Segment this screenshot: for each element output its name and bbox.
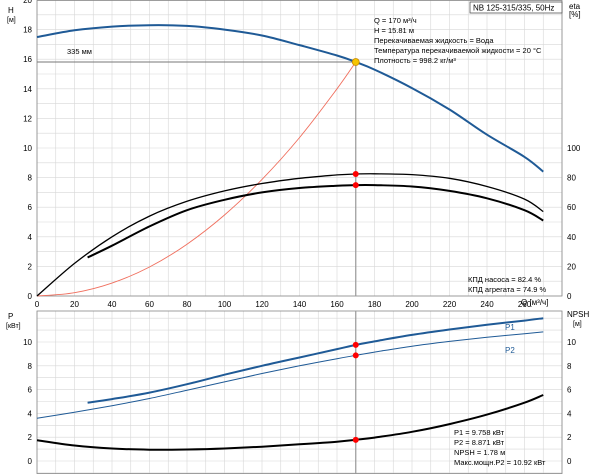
chart-title-box	[469, 1, 563, 14]
pump-efficiency-text: КПД насоса = 82.4 %	[468, 275, 541, 284]
bottom-right-axis-name: NPSH	[567, 310, 589, 319]
p2-label: P2	[505, 346, 515, 355]
x-tick-label: 200	[405, 300, 419, 309]
bottom-left-tick-label: 8	[28, 362, 33, 371]
top-left-tick-label: 10	[23, 144, 32, 153]
top-right-tick-label: 40	[567, 233, 576, 242]
top-right-axis-unit: [%]	[569, 10, 581, 19]
top-right-tick-label: 100	[567, 144, 581, 153]
top-left-tick-label: 12	[23, 114, 32, 123]
x-tick-label: 40	[108, 300, 117, 309]
p1-value-text: P1 = 9.758 кВт	[454, 428, 505, 437]
power-info: P1 = 9.758 кВт P2 = 8.871 кВт NPSH = 1.7…	[454, 428, 546, 467]
x-tick-label: 120	[255, 300, 269, 309]
top-left-tick-label: 0	[28, 292, 33, 301]
pump-efficiency-curve	[36, 173, 544, 297]
top-left-tick-label: 14	[23, 85, 32, 94]
x-tick-label: 60	[145, 300, 154, 309]
curves	[36, 24, 544, 474]
x-tick-label: 180	[368, 300, 382, 309]
x-tick-label: 260	[518, 300, 532, 309]
top-left-tick-label: 2	[28, 262, 33, 271]
chart-title: NB 125-315/335, 50Hz	[473, 4, 554, 13]
bottom-right-tick-label: 4	[567, 409, 572, 418]
x-tick-label: 160	[330, 300, 344, 309]
x-tick-label: 20	[70, 300, 79, 309]
x-tick-label: 80	[183, 300, 192, 309]
top-left-axis-unit: [м]	[7, 17, 16, 24]
x-tick-label: 100	[218, 300, 232, 309]
bottom-left-axis-name: P	[8, 312, 13, 321]
bottom-left-tick-label: 4	[28, 409, 33, 418]
operating-point-markers	[351, 58, 360, 443]
bottom-left-tick-label: 10	[23, 338, 32, 347]
bottom-left-tick-label: 2	[28, 433, 33, 442]
p1-label: P1	[505, 323, 515, 332]
top-left-tick-label: 20	[23, 0, 32, 5]
p2-curve	[36, 331, 544, 419]
top-plot-frame	[36, 0, 563, 297]
bottom-left-tick-label: 0	[28, 457, 33, 466]
impeller-diameter-label: 335 мм	[67, 47, 92, 56]
top-right-axis-name: eta	[569, 2, 581, 11]
top-right-tick-label: 0	[567, 292, 572, 301]
top-left-tick-label: 6	[28, 203, 33, 212]
bottom-right-axis-unit: [м]	[573, 321, 582, 328]
top-right-tick-label: 80	[567, 174, 576, 183]
p1-curve	[87, 317, 544, 404]
bottom-left-axis-unit: [кВт]	[6, 323, 21, 330]
power-npsh-marker	[352, 352, 359, 359]
p2-value-text: P2 = 8.871 кВт	[454, 438, 505, 447]
efficiency-info: КПД насоса = 82.4 % КПД агрегата = 74.9 …	[468, 275, 546, 294]
unit-efficiency-text: КПД агрегата = 74.9 %	[468, 285, 546, 294]
top-left-axis-name: H	[8, 6, 14, 15]
efficiency-marker	[352, 171, 359, 178]
x-tick-label: 0	[35, 300, 40, 309]
bottom-right-tick-label: 10	[567, 338, 576, 347]
unit-efficiency-curve	[87, 183, 544, 259]
annotation-liquid: Перекачиваемая жидкость = Вода	[374, 36, 494, 45]
x-tick-label: 240	[480, 300, 494, 309]
top-left-tick-label: 16	[23, 55, 32, 64]
power-npsh-marker	[352, 341, 359, 348]
efficiency-marker	[352, 182, 359, 189]
annotation-flow: Q = 170 м³/ч	[374, 16, 417, 25]
npsh-curve	[36, 394, 544, 451]
axis-labels: 0 20 40 60 80 100 120 140 160 180 200 220 240 2600246…	[23, 0, 581, 466]
system-curve	[36, 61, 357, 297]
x-axis-title: Q [м³/ч]	[521, 298, 548, 307]
x-tick-label: 220	[443, 300, 457, 309]
annotation-head: H = 15.81 м	[374, 26, 414, 35]
top-right-tick-label: 60	[567, 203, 576, 212]
bottom-left-tick-label: 6	[28, 386, 33, 395]
x-tick-label: 140	[293, 300, 307, 309]
npsh-value-text: NPSH = 1.78 м	[454, 448, 505, 457]
duty-point-marker	[351, 58, 360, 66]
top-right-tick-label: 20	[567, 262, 576, 271]
bottom-right-tick-label: 8	[567, 362, 572, 371]
power-npsh-marker	[352, 436, 359, 443]
bottom-right-tick-label: 2	[567, 433, 572, 442]
annotation-temperature: Температура перекачиваемой жидкости = 20…	[374, 46, 542, 55]
top-grid	[36, 0, 563, 297]
top-left-tick-label: 8	[28, 174, 33, 183]
head-curve	[36, 24, 544, 173]
top-left-tick-label: 4	[28, 233, 33, 242]
duty-point-info: Q = 170 м³/ч H = 15.81 м Перекачиваемая …	[374, 16, 542, 65]
top-left-tick-label: 18	[23, 26, 32, 35]
bottom-right-tick-label: 0	[567, 457, 572, 466]
max-power-text: Макс.мощн.P2 = 10.92 кВт	[454, 458, 546, 467]
annotation-density: Плотность = 998.2 кг/м³	[374, 56, 456, 65]
bottom-right-tick-label: 6	[567, 386, 572, 395]
